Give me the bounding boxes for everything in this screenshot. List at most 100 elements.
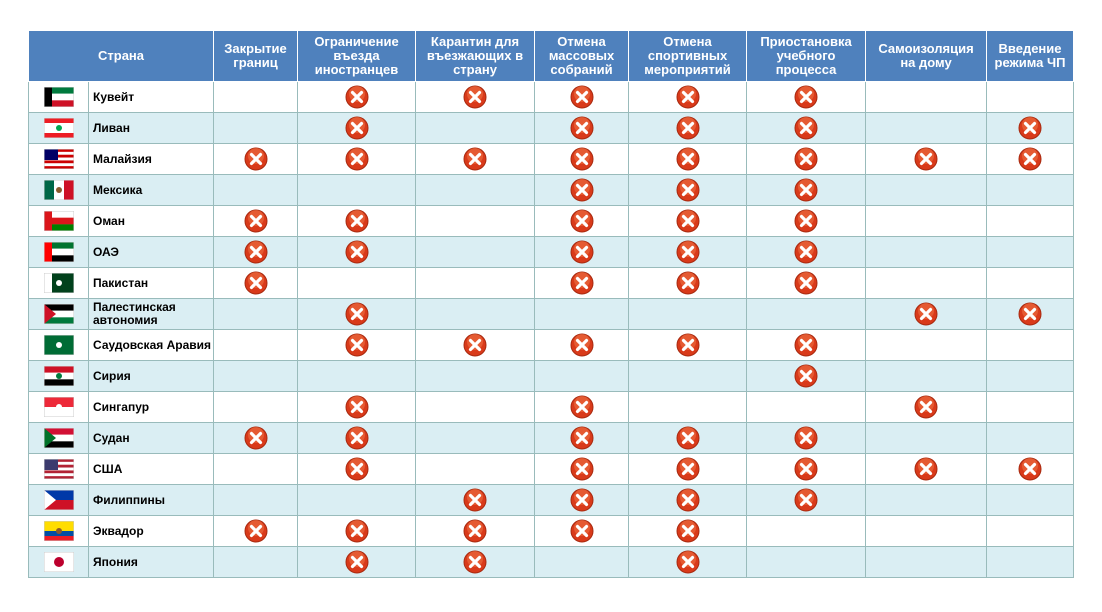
flag-part [43, 211, 74, 218]
measure-cell [628, 236, 748, 268]
cross-x [350, 307, 363, 321]
cross-x [249, 524, 262, 538]
cross-shine [348, 210, 365, 226]
cross-x [799, 245, 813, 259]
measure-cell [297, 143, 417, 175]
cross-shine [798, 489, 815, 505]
column-header: Ограничение въезда иностранцев [297, 30, 417, 82]
flag-border [43, 552, 74, 572]
cross-x [1023, 121, 1037, 135]
flag-icon [43, 397, 74, 417]
flag-part [43, 154, 74, 158]
cross-shine [348, 396, 365, 412]
cross-x [681, 524, 694, 538]
flag-cell [28, 515, 89, 547]
flag-cell [28, 484, 89, 516]
cross-icon [676, 240, 700, 264]
table-row: Пакистан [28, 267, 1075, 299]
measure-cell [534, 205, 630, 237]
flag-part [43, 160, 74, 164]
cross-shine [679, 179, 696, 195]
cross-x [249, 152, 262, 166]
flag-part [43, 149, 74, 152]
measure-cell [415, 515, 536, 547]
measure-cell [865, 484, 988, 516]
measure-cell [415, 329, 536, 361]
measure-cell [213, 236, 299, 268]
cross-icon [676, 333, 700, 357]
measure-cell [986, 329, 1075, 361]
flag-part [43, 157, 74, 161]
measure-cell [213, 329, 299, 361]
measure-cell [534, 391, 630, 423]
cross-x [575, 431, 588, 445]
cross-x [919, 307, 933, 321]
measure-cell [534, 515, 630, 547]
cross-x [350, 431, 363, 445]
cross-shine [679, 117, 696, 133]
measure-cell [534, 453, 630, 485]
measure-cell [213, 81, 299, 113]
measure-cell [628, 298, 748, 330]
cross-shine [467, 86, 484, 102]
measure-cell [746, 205, 867, 237]
cross-icon [570, 147, 594, 171]
flag-icon [43, 118, 74, 138]
measure-cell [415, 360, 536, 392]
cross-shine [573, 272, 590, 288]
table-row: Малайзия [28, 143, 1075, 175]
cross-x [350, 462, 363, 476]
table-body: Кувейт Ливан Малайзия Мексика Оман ОАЭ Пакиста… [28, 81, 1075, 578]
cross-shine [679, 241, 696, 257]
flag-cell [28, 205, 89, 237]
cross-shine [573, 117, 590, 133]
flag-cell [28, 267, 89, 299]
cross-x [799, 214, 813, 228]
cross-shine [798, 117, 815, 133]
flag-part [43, 490, 74, 501]
measure-cell [628, 143, 748, 175]
cross-shine [798, 427, 815, 443]
flag-part [43, 473, 74, 477]
cross-x [681, 462, 694, 476]
cross-x [799, 152, 813, 166]
measure-cell [297, 298, 417, 330]
flag-cell [28, 81, 89, 113]
measure-cell [213, 143, 299, 175]
cross-x [249, 276, 262, 290]
cross-icon [463, 550, 487, 574]
flag-cell [28, 329, 89, 361]
cross-shine [348, 241, 365, 257]
flag-border [43, 87, 74, 107]
cross-shine [918, 148, 935, 164]
cross-icon [676, 519, 700, 543]
cross-x [249, 214, 262, 228]
table-row: Кувейт [28, 81, 1075, 113]
cross-x [575, 183, 588, 197]
flag-icon [43, 242, 74, 262]
flag-part [43, 428, 56, 448]
cross-x [681, 338, 694, 352]
cross-shine [679, 210, 696, 226]
cross-icon [676, 116, 700, 140]
cross-icon [676, 550, 700, 574]
cross-icon [345, 550, 369, 574]
measure-cell [213, 298, 299, 330]
cross-x [681, 214, 694, 228]
cross-x [350, 90, 363, 104]
flag-icon [43, 459, 74, 479]
cross-icon [570, 333, 594, 357]
measure-cell [865, 236, 988, 268]
cross-shine [348, 334, 365, 350]
cross-x [350, 555, 363, 569]
cross-icon [794, 271, 818, 295]
flag-part [43, 407, 74, 417]
measure-cell [534, 143, 630, 175]
cross-shine [679, 272, 696, 288]
cross-x [681, 183, 694, 197]
cross-icon [345, 333, 369, 357]
measure-cell [415, 112, 536, 144]
flag-cell [28, 391, 89, 423]
measure-cell [986, 422, 1075, 454]
cross-shine [918, 303, 935, 319]
